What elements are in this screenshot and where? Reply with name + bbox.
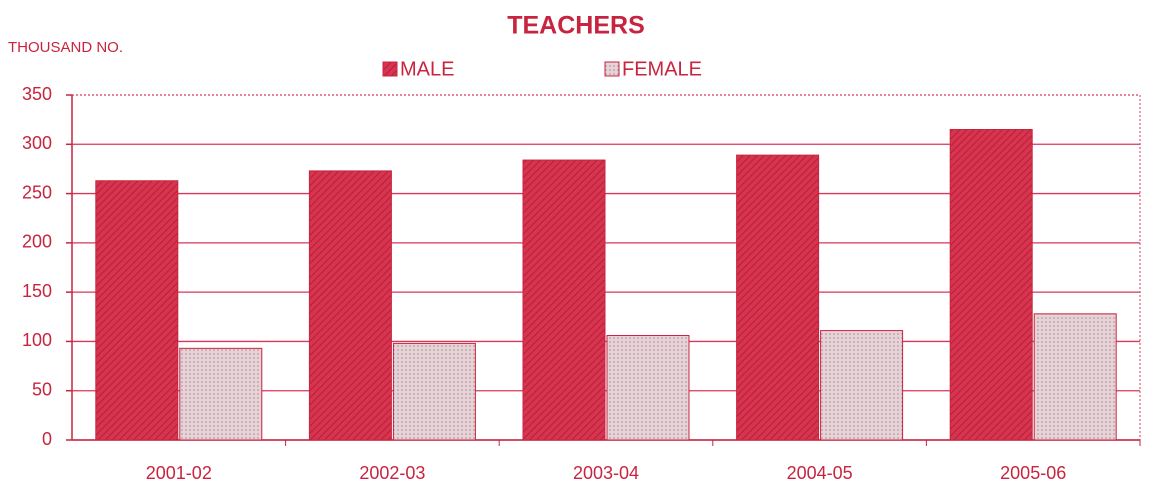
bar	[95, 180, 179, 441]
y-tick-label: 50	[32, 379, 52, 399]
y-tick-label: 200	[22, 232, 52, 252]
y-tick-label: 0	[42, 429, 52, 449]
legend-swatch	[604, 61, 620, 77]
x-tick-label: 2004-05	[787, 463, 853, 483]
y-tick-label: 300	[22, 133, 52, 153]
bar	[949, 129, 1033, 441]
bar	[736, 154, 820, 441]
bar	[606, 335, 690, 441]
y-tick-label: 250	[22, 182, 52, 202]
x-tick-label: 2002-03	[359, 463, 425, 483]
legend-swatch	[382, 61, 398, 77]
bar	[179, 347, 263, 441]
legend-label: MALE	[400, 58, 454, 80]
bar	[820, 330, 904, 441]
x-tick-label: 2005-06	[1000, 463, 1066, 483]
y-tick-label: 350	[22, 84, 52, 104]
y-tick-label: 150	[22, 281, 52, 301]
bar	[522, 159, 606, 441]
y-tick-label: 100	[22, 330, 52, 350]
x-tick-label: 2001-02	[146, 463, 212, 483]
x-tick-label: 2003-04	[573, 463, 639, 483]
bar	[1033, 313, 1117, 441]
bar	[392, 342, 476, 441]
legend-label: FEMALE	[622, 58, 702, 80]
y-axis-label: THOUSAND NO.	[8, 39, 123, 56]
bar	[308, 170, 392, 441]
chart-title: TEACHERS	[507, 12, 645, 40]
